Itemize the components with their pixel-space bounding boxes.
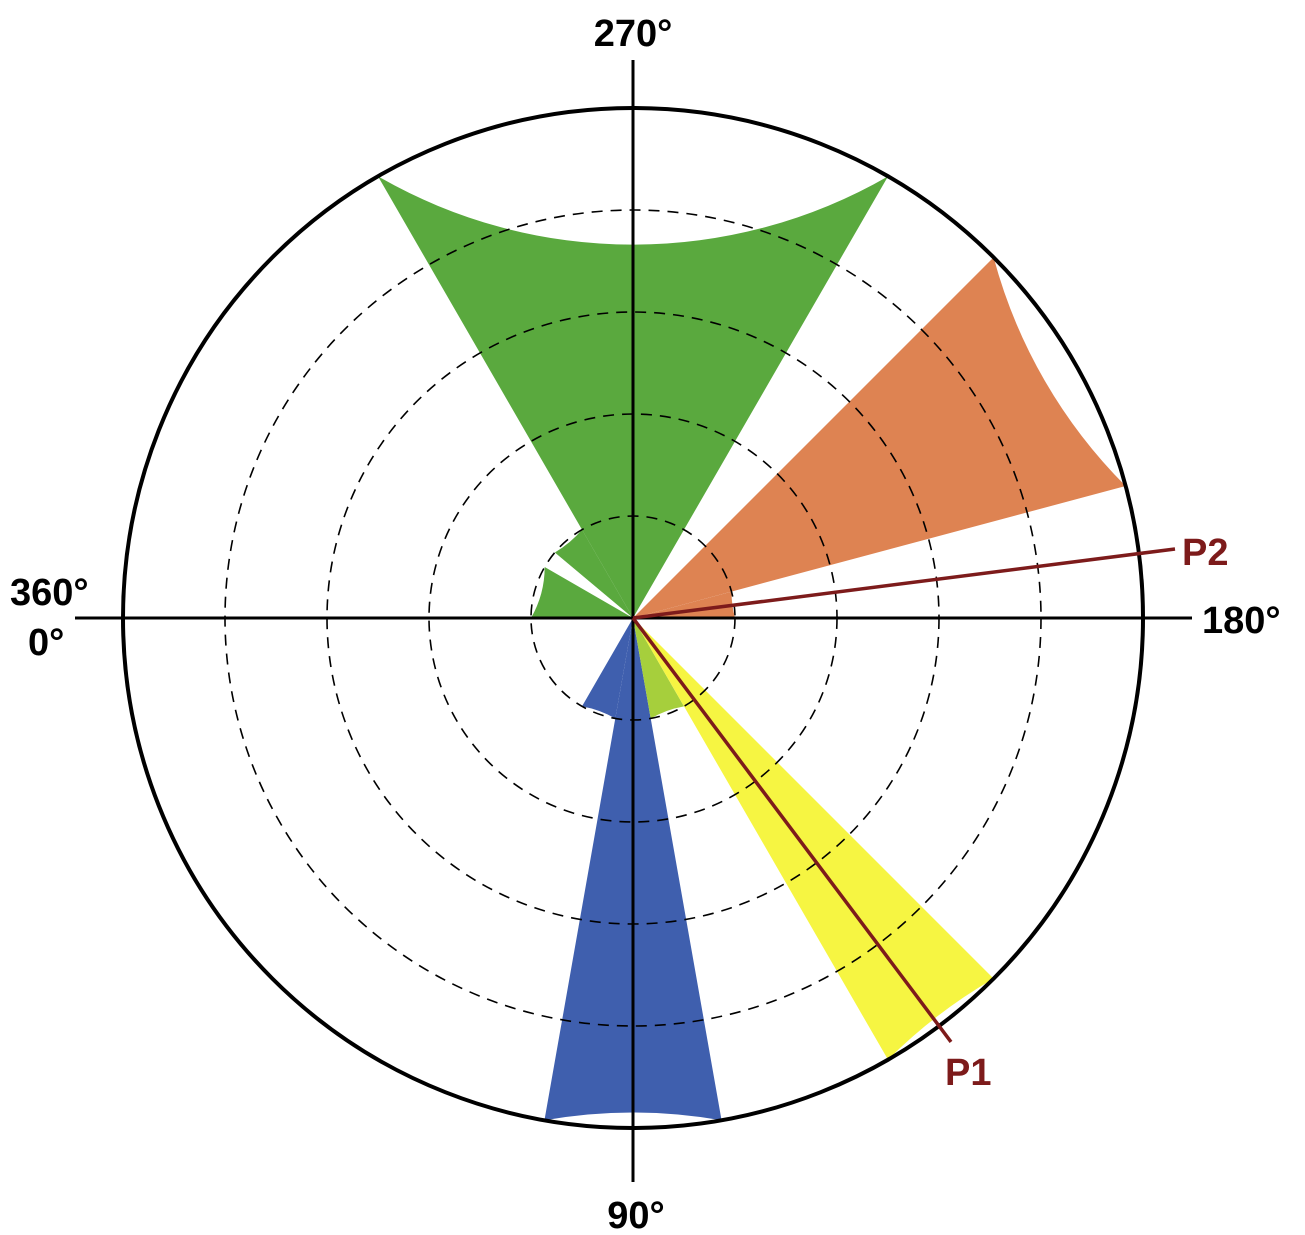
sector-layer <box>378 176 1126 1121</box>
label-0: 0° <box>28 622 64 664</box>
label-90: 90° <box>607 1195 664 1235</box>
line-p2 <box>632 547 1176 620</box>
label-360: 360° <box>10 572 89 614</box>
label-270: 270° <box>594 13 673 55</box>
line-p1 <box>631 616 953 1043</box>
label-p2: P2 <box>1182 532 1228 574</box>
sector-4 <box>633 257 1126 618</box>
direction-lines <box>631 547 1176 1043</box>
label-p1: P1 <box>945 1052 991 1094</box>
sector-2 <box>531 567 633 618</box>
sector-0 <box>554 529 633 618</box>
label-180: 180° <box>1202 600 1281 642</box>
sector-7 <box>633 618 684 719</box>
sector-3 <box>633 591 735 618</box>
sector-5 <box>582 618 633 719</box>
sector-8 <box>633 618 994 1060</box>
